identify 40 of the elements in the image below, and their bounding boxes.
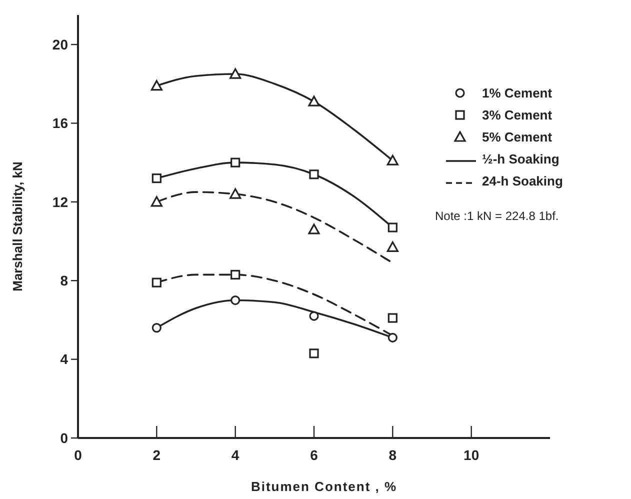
y-tick-label: 0: [60, 430, 68, 446]
point: [309, 170, 319, 180]
x-tick-label: 6: [310, 447, 318, 463]
legend-label: 5% Cement: [482, 130, 553, 145]
y-tick-label: 8: [60, 272, 68, 289]
point: [386, 241, 398, 252]
legend-label: 24-h Soaking: [482, 174, 563, 189]
x-tick-label: 4: [231, 447, 240, 463]
y-tick-label: 16: [52, 115, 68, 132]
point: [150, 196, 162, 207]
point: [152, 323, 162, 333]
legend-label: ½-h Soaking: [482, 152, 560, 167]
y-tick-label: 4: [60, 351, 68, 368]
x-tick-label: 8: [388, 447, 397, 463]
y-tick-label: 20: [52, 36, 68, 52]
point: [150, 80, 162, 91]
point: [230, 188, 242, 199]
point: [152, 278, 162, 288]
x-tick-label: 2: [152, 447, 161, 463]
point: [309, 348, 319, 358]
point: [388, 332, 398, 342]
point: [308, 224, 320, 234]
point: [230, 295, 240, 306]
y-axis-title: Marshall Stability, kN: [10, 162, 25, 292]
annotation: Note :1 kN = 224.8 1bf.: [435, 209, 559, 223]
point: [230, 68, 242, 79]
x-tick-label: 10: [464, 447, 480, 463]
legend-label: 3% Cement: [482, 108, 553, 123]
x-axis-title: Bitumen Content , %: [250, 479, 398, 494]
point: [230, 158, 240, 168]
legend-label: 1% Cement: [482, 86, 553, 101]
y-tick-label: 12: [52, 194, 68, 210]
point: [152, 174, 162, 184]
point: [230, 270, 240, 280]
point: [388, 222, 398, 232]
x-tick-label: 0: [74, 447, 82, 463]
point: [388, 313, 398, 323]
point: [309, 311, 319, 321]
point: [308, 96, 320, 106]
point: [386, 154, 398, 166]
